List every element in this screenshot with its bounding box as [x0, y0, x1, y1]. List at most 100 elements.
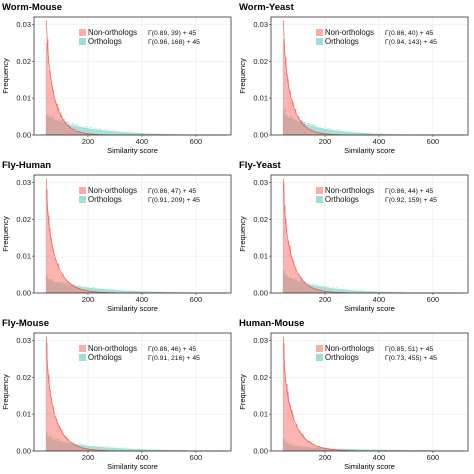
chart-svg: Fly-Human 0.00 0.01 0.02 0.03 200 400 600 Simila… — [1, 160, 232, 313]
y-axis-label: Frequency — [1, 58, 10, 94]
legend-swatch — [79, 354, 86, 361]
y-tick-label: 0.02 — [16, 373, 31, 382]
x-tick-label: 400 — [136, 453, 149, 462]
legend-label: Orthologs — [88, 353, 122, 362]
chart-title: Human-Mouse — [239, 318, 304, 329]
plot-background — [34, 333, 231, 451]
chart-title: Fly-Yeast — [239, 160, 282, 171]
legend-swatch — [316, 354, 323, 361]
y-tick-label: 0.02 — [253, 57, 268, 66]
y-tick-label: 0.02 — [16, 215, 31, 224]
chart-title: Fly-Human — [2, 160, 51, 171]
x-tick-label: 200 — [82, 137, 95, 146]
legend-fit: Γ(0.86, 44) + 45 — [385, 188, 433, 195]
x-tick-label: 200 — [319, 137, 332, 146]
legend-fit: Γ(0.94, 143) + 45 — [385, 39, 437, 46]
legend-fit: Γ(0.86, 40) + 45 — [385, 30, 433, 37]
y-axis-label: Frequency — [1, 216, 10, 252]
x-tick-label: 600 — [190, 295, 203, 304]
x-tick-label: 200 — [319, 453, 332, 462]
legend-label: Orthologs — [325, 353, 359, 362]
chart-title: Worm-Mouse — [2, 2, 62, 13]
legend-swatch — [79, 187, 86, 194]
legend-fit: Γ(0.85, 51) + 45 — [385, 346, 433, 353]
chart-panel: Fly-Yeast 0.00 0.01 0.02 0.03 200 400 600 Simila… — [237, 158, 474, 316]
y-tick-label: 0.03 — [16, 178, 31, 187]
y-tick-label: 0.03 — [253, 336, 268, 345]
y-tick-label: 0.02 — [253, 215, 268, 224]
y-tick-label: 0.01 — [253, 252, 268, 261]
y-axis-label: Frequency — [238, 58, 247, 94]
y-tick-label: 0.00 — [253, 289, 268, 298]
plot-background — [271, 333, 468, 451]
y-tick-label: 0.03 — [16, 336, 31, 345]
y-tick-label: 0.01 — [16, 94, 31, 103]
legend-label: Non-orthologs — [325, 344, 374, 353]
x-tick-label: 600 — [190, 453, 203, 462]
chart-svg: Worm-Yeast 0.00 0.01 0.02 0.03 200 400 600 Simil… — [238, 2, 469, 155]
legend-label: Non-orthologs — [88, 344, 137, 353]
y-axis-label: Frequency — [1, 374, 10, 410]
chart-panel: Worm-Mouse 0.00 0.01 0.02 0.03 200 400 600 Simil… — [0, 0, 237, 158]
legend-fit: Γ(0.91, 216) + 45 — [148, 355, 200, 362]
fit-curve — [46, 112, 226, 136]
x-axis-label: Similarity score — [107, 462, 158, 471]
chart-panel: Worm-Yeast 0.00 0.01 0.02 0.03 200 400 600 Simil… — [237, 0, 474, 158]
plot-background — [271, 17, 468, 135]
x-tick-label: 600 — [190, 137, 203, 146]
x-tick-label: 400 — [373, 295, 386, 304]
y-tick-label: 0.02 — [253, 373, 268, 382]
legend: Non-orthologs Γ(0.85, 51) + 45 Orthologs Γ(… — [316, 344, 437, 362]
x-tick-label: 200 — [82, 453, 95, 462]
x-tick-label: 200 — [82, 295, 95, 304]
orthologs-series — [45, 273, 227, 294]
legend-swatch — [79, 29, 86, 36]
legend-swatch — [316, 196, 323, 203]
chart-title: Worm-Yeast — [239, 2, 295, 13]
y-tick-label: 0.03 — [253, 20, 268, 29]
plot-border — [33, 16, 232, 136]
plot-border — [270, 16, 469, 136]
chart-panel: Fly-Mouse 0.00 0.01 0.02 0.03 200 400 600 Simila… — [0, 316, 237, 474]
x-tick-label: 400 — [373, 137, 386, 146]
plot-border — [33, 174, 232, 294]
legend-label: Orthologs — [88, 195, 122, 204]
chart-svg: Worm-Mouse 0.00 0.01 0.02 0.03 200 400 600 Simil… — [1, 2, 232, 155]
legend-swatch — [316, 38, 323, 45]
fit-curve — [283, 268, 463, 294]
x-tick-label: 200 — [319, 295, 332, 304]
y-tick-label: 0.01 — [253, 94, 268, 103]
chart-title: Fly-Mouse — [2, 318, 49, 329]
legend-fit: Γ(0.89, 39) + 45 — [148, 30, 196, 37]
y-tick-label: 0.00 — [253, 447, 268, 456]
x-tick-label: 600 — [427, 453, 440, 462]
plot-background — [34, 175, 231, 293]
orthologs-series — [282, 268, 464, 294]
legend-fit: Γ(0.86, 47) + 45 — [148, 188, 196, 195]
y-tick-label: 0.01 — [16, 252, 31, 261]
x-tick-label: 400 — [373, 453, 386, 462]
legend-label: Non-orthologs — [325, 28, 374, 37]
legend-label: Orthologs — [325, 195, 359, 204]
legend: Non-orthologs Γ(0.86, 47) + 45 Orthologs Γ(… — [79, 186, 200, 204]
legend: Non-orthologs Γ(0.86, 46) + 45 Orthologs Γ(… — [79, 344, 200, 362]
chart-panel: Human-Mouse 0.00 0.01 0.02 0.03 200 400 600 Simi… — [237, 316, 474, 474]
y-tick-label: 0.00 — [16, 131, 31, 140]
y-tick-label: 0.03 — [253, 178, 268, 187]
plot-background — [34, 17, 231, 135]
legend-label: Orthologs — [88, 37, 122, 46]
legend-label: Non-orthologs — [88, 186, 137, 195]
y-tick-label: 0.00 — [16, 447, 31, 456]
y-axis-label: Frequency — [238, 216, 247, 252]
plot-background — [271, 175, 468, 293]
legend: Non-orthologs Γ(0.89, 39) + 45 Orthologs Γ(… — [79, 28, 200, 46]
x-axis-label: Similarity score — [107, 146, 158, 155]
legend-swatch — [79, 38, 86, 45]
plot-border — [270, 332, 469, 452]
y-axis-label: Frequency — [238, 374, 247, 410]
legend-fit: Γ(0.96, 168) + 45 — [148, 39, 200, 46]
x-tick-label: 400 — [136, 137, 149, 146]
legend-fit: Γ(0.86, 46) + 45 — [148, 346, 196, 353]
legend-swatch — [79, 345, 86, 352]
legend-swatch — [316, 29, 323, 36]
